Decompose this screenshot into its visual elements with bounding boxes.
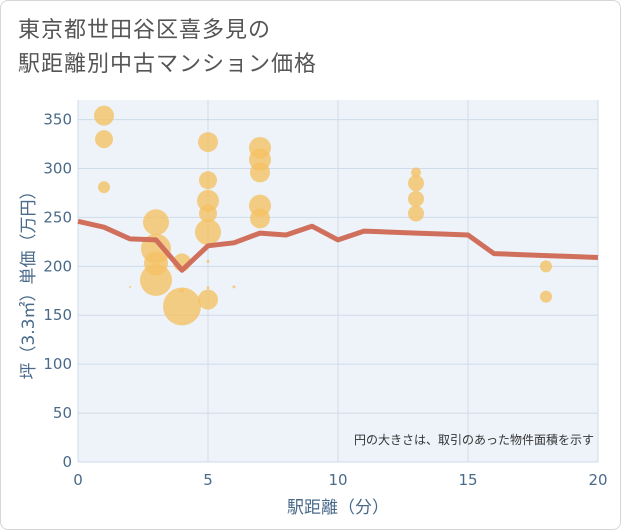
x-tick-label: 20: [588, 471, 607, 489]
data-bubble: [143, 209, 169, 236]
data-bubble: [540, 260, 552, 273]
chart-title: 東京都世田谷区喜多見の 駅距離別中古マンション価格: [18, 14, 317, 82]
data-bubble: [199, 171, 217, 190]
y-tick-label: 350: [43, 111, 72, 129]
data-bubble: [199, 204, 217, 223]
data-bubble: [250, 162, 270, 183]
y-tick-label: 100: [43, 355, 72, 373]
y-tick-label: 300: [43, 159, 72, 177]
x-tick-label: 0: [73, 471, 83, 489]
x-tick-label: 10: [328, 471, 347, 489]
title-line-1: 東京都世田谷区喜多見の: [18, 18, 272, 43]
y-axis-label: 坪（3.3㎡）単価（万円）: [19, 182, 39, 379]
x-axis-label: 駅距離（分）: [287, 498, 389, 518]
y-tick-label: 200: [43, 257, 72, 275]
data-bubble: [250, 208, 270, 229]
bubbles: [94, 105, 552, 326]
y-tick-label: 150: [43, 306, 72, 324]
data-bubble: [540, 290, 552, 303]
x-tick-label: 15: [458, 471, 477, 489]
data-bubble: [195, 219, 221, 246]
data-bubble: [198, 132, 218, 153]
y-tick-label: 250: [43, 208, 72, 226]
data-bubble: [129, 285, 131, 288]
bubble-size-note: 円の大きさは、取引のあった物件面積を示す: [354, 432, 594, 447]
data-bubble: [206, 286, 210, 290]
data-bubble: [197, 189, 219, 212]
data-bubble: [94, 105, 114, 126]
x-tick-label: 5: [203, 471, 213, 489]
data-bubble: [411, 167, 421, 178]
data-bubble: [206, 259, 210, 263]
data-bubble: [140, 264, 172, 297]
data-bubble: [232, 285, 236, 289]
data-bubble: [163, 287, 201, 326]
data-bubble: [95, 130, 113, 149]
data-bubble: [408, 175, 424, 192]
title-line-2: 駅距離別中古マンション価格: [18, 52, 318, 77]
data-bubble: [408, 205, 424, 222]
data-bubble: [198, 289, 218, 310]
price-trend-line: [77, 218, 599, 273]
y-tick-label: 0: [62, 453, 72, 471]
tick-labels: 0 50 100 150 200 250 300 350 0 5 10 15 20: [43, 111, 607, 489]
data-bubble: [408, 190, 424, 207]
y-tick-label: 50: [53, 404, 72, 422]
data-bubble: [98, 181, 110, 194]
